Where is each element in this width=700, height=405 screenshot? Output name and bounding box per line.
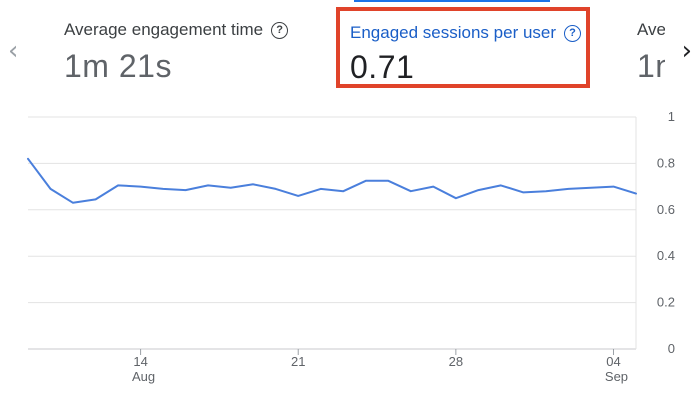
metric-card-average-engagement-time[interactable]: Average engagement time ? 1m 21s <box>64 0 289 92</box>
selected-tab-indicator <box>354 0 550 2</box>
chevron-left-icon[interactable]: ‹ <box>8 36 19 66</box>
metric-label: Average engagement time <box>64 20 264 39</box>
metric-label: Engaged sessions per user <box>350 23 557 42</box>
y-tick-label: 0.8 <box>657 155 675 170</box>
chevron-right-icon[interactable]: › <box>681 36 692 66</box>
x-tick-month-label: Sep <box>605 369 628 384</box>
metric-card-engaged-sessions-per-user[interactable]: Engaged sessions per user ? 0.71 <box>336 7 590 88</box>
x-tick-label: 14 <box>133 354 147 369</box>
metric-card-partial[interactable]: Ave 1n <box>637 0 665 92</box>
metric-value: 1m 21s <box>64 48 172 84</box>
metric-label: Ave <box>637 20 665 39</box>
x-tick-label: 21 <box>291 354 305 369</box>
series-line <box>27 157 637 204</box>
x-tick-label: 28 <box>449 354 463 369</box>
y-tick-label: 0.2 <box>657 295 675 310</box>
metric-value: 0.71 <box>350 49 415 85</box>
y-tick-label: 0 <box>668 341 675 356</box>
x-tick-label: 04 <box>606 354 620 369</box>
y-tick-label: 0.6 <box>657 202 675 217</box>
help-icon[interactable]: ? <box>564 24 582 42</box>
x-tick-month-label: Aug <box>132 369 155 384</box>
metric-value: 1n <box>637 48 665 84</box>
y-tick-label: 1 <box>668 109 675 124</box>
help-icon[interactable]: ? <box>271 21 289 39</box>
y-tick-label: 0.4 <box>657 248 675 263</box>
